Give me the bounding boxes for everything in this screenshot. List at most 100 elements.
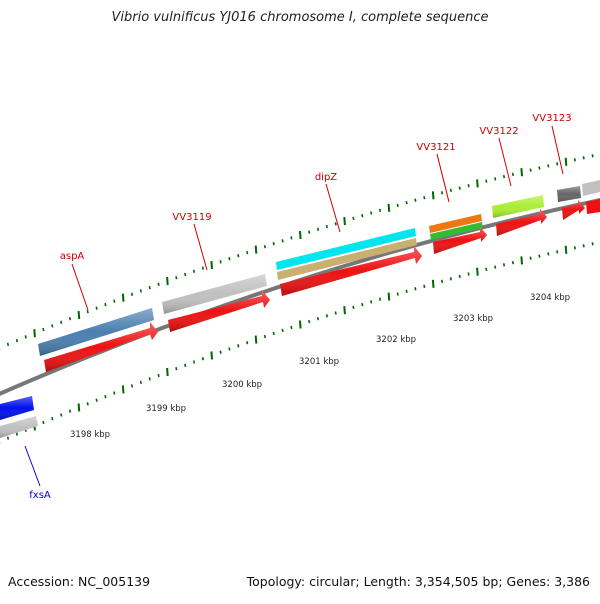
outer-tick [254,245,258,254]
inner-tick [361,302,364,307]
outer-tick [272,242,275,246]
inner-tick [343,306,346,315]
outer-tick [68,317,72,321]
outer-tick [405,201,408,205]
fxsA-leader [24,445,41,487]
label-VV3121[interactable]: VV3121 [416,142,455,153]
outer-tick [281,239,284,243]
outer-tick [564,157,568,166]
inner-tick [77,403,81,412]
inner-tick [467,272,470,276]
label-fxsA[interactable]: fxsA [29,490,51,501]
inner-tick [104,394,107,399]
inner-tick [139,380,142,385]
label-VV3123[interactable]: VV3123 [532,113,571,124]
outer-tick [166,276,169,286]
inner-tick [166,367,169,377]
inner-tick [68,409,72,413]
outer-tick [77,311,81,320]
outer-tick [485,179,488,183]
feature-fxsA[interactable] [0,396,38,438]
dipZ-leader [325,183,341,233]
label-VV3119[interactable]: VV3119 [172,212,211,223]
label-aspA[interactable]: aspA [60,251,85,262]
inner-tick [130,384,134,388]
inner-tick [414,287,417,291]
outer-tick [33,329,36,338]
inner-tick [246,341,249,345]
inner-tick [290,325,293,330]
inner-tick [51,417,54,421]
inner-tick [316,317,320,321]
label-VV3122[interactable]: VV3122 [479,126,518,137]
VV3122-leader [498,137,512,187]
outer-tick [352,216,355,221]
outer-tick [175,276,178,280]
outer-tick [502,174,506,179]
dipZ-gene-bar-khaki [277,238,417,280]
outer-tick [387,203,391,212]
outer-tick [219,260,222,264]
outer-tick [538,166,541,170]
outer-tick [449,188,452,193]
inner-tick [440,279,444,283]
outer-tick [263,245,266,249]
outer-tick [582,156,585,160]
inner-tick [591,242,594,246]
outer-tick [573,158,576,162]
feature-aspA[interactable] [38,308,158,372]
inner-tick [42,420,45,425]
feature-VV3123[interactable] [557,186,585,220]
outer-tick [494,177,497,181]
feature-dipZ[interactable] [276,228,422,296]
scale-labels: 3198 kbp 3199 kbp 3200 kbp 3201 kbp 3202… [70,293,570,440]
scale-label-3204: 3204 kbp [530,293,570,303]
inner-tick [529,256,532,260]
inner-tick [228,347,231,351]
label-dipZ[interactable]: dipZ [315,172,337,183]
inner-tick [60,413,63,417]
inner-tick [582,244,585,248]
inner-tick [405,289,408,294]
outer-tick [343,217,346,226]
outer-tick [378,208,382,213]
outer-tick [210,260,213,270]
outer-tick [104,302,107,307]
feature-VV3121[interactable] [429,214,487,254]
outer-tick [192,269,196,273]
inner-tick [113,391,116,395]
inner-tick [263,334,266,339]
outer-tick [361,214,364,218]
feature-VV3119[interactable] [162,274,270,332]
inner-tick [423,284,426,288]
inner-tick [396,292,399,296]
VV3123-leader [551,125,564,175]
outer-tick [431,191,435,200]
VV3121-gene-bar-orange [429,214,482,233]
inner-tick [95,398,98,402]
inner-tick [476,267,479,276]
inner-tick [281,328,284,333]
outer-tick [6,342,10,347]
label-leaders [24,125,564,487]
inner-tick [564,245,568,254]
outer-tick [42,327,45,332]
inner-tick [511,260,514,265]
outer-tick [440,191,444,195]
scale-label-3199: 3199 kbp [146,404,186,414]
feature-VV3122[interactable] [492,195,547,236]
outer-tick [458,186,461,190]
inner-tick [431,279,435,288]
outer-tick [201,266,204,270]
inner-tick [272,331,275,336]
outer-tick [325,224,328,229]
outer-tick [476,179,479,188]
outer-tick [423,196,426,200]
inner-tick [573,246,576,250]
inner-tick [15,432,18,436]
outer-tick [130,292,134,296]
aspA-leader [71,263,89,311]
outer-tick [148,285,151,290]
VV3119-leader [193,223,208,271]
